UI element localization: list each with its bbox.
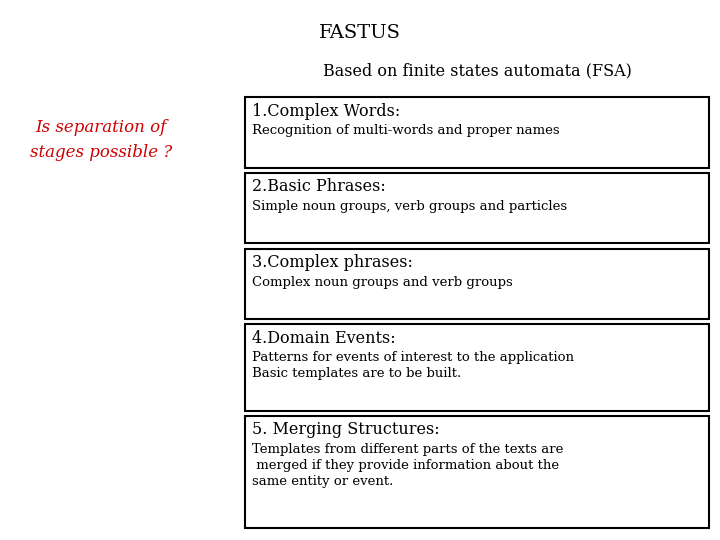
FancyBboxPatch shape	[245, 416, 709, 528]
Text: Based on finite states automata (FSA): Based on finite states automata (FSA)	[323, 62, 631, 79]
Text: 3.Complex phrases:: 3.Complex phrases:	[252, 254, 413, 271]
Text: Templates from different parts of the texts are
 merged if they provide informat: Templates from different parts of the te…	[252, 443, 563, 488]
Text: Complex noun groups and verb groups: Complex noun groups and verb groups	[252, 275, 513, 289]
Text: FASTUS: FASTUS	[319, 24, 401, 42]
Text: Patterns for events of interest to the application
Basic templates are to be bui: Patterns for events of interest to the a…	[252, 352, 574, 380]
Text: 2.Basic Phrases:: 2.Basic Phrases:	[252, 178, 386, 195]
FancyBboxPatch shape	[245, 248, 709, 319]
FancyBboxPatch shape	[245, 97, 709, 167]
Text: Is separation of
stages possible ?: Is separation of stages possible ?	[30, 119, 172, 160]
Text: Recognition of multi-words and proper names: Recognition of multi-words and proper na…	[252, 124, 559, 137]
Text: 5. Merging Structures:: 5. Merging Structures:	[252, 421, 440, 438]
Text: Simple noun groups, verb groups and particles: Simple noun groups, verb groups and part…	[252, 200, 567, 213]
FancyBboxPatch shape	[245, 325, 709, 410]
Text: 4.Domain Events:: 4.Domain Events:	[252, 330, 395, 347]
FancyBboxPatch shape	[245, 173, 709, 243]
Text: 1.Complex Words:: 1.Complex Words:	[252, 103, 400, 119]
